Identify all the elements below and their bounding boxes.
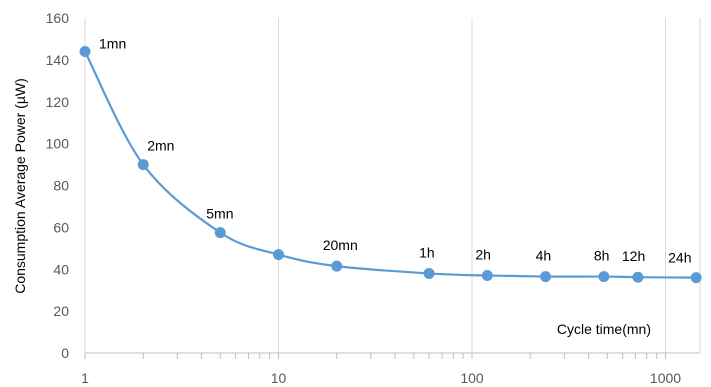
y-tick-label: 0 xyxy=(61,345,69,361)
data-point xyxy=(690,272,702,284)
point-labels: 1mn 2mn 5mn 20mn 1h 2h 4h 8h 12h 24h xyxy=(99,36,692,266)
data-label: 24h xyxy=(668,250,691,266)
x-tick-label: 10 xyxy=(271,370,287,386)
y-axis-title: Consumption Average Power (µW) xyxy=(12,78,28,294)
x-tick-label: 1000 xyxy=(650,370,681,386)
data-point xyxy=(540,271,552,283)
data-point xyxy=(598,271,610,283)
data-point xyxy=(214,227,226,239)
data-label: 20mn xyxy=(323,237,358,253)
y-tick-label: 80 xyxy=(53,178,69,194)
data-point xyxy=(273,249,284,261)
data-label: 4h xyxy=(536,248,552,264)
data-label: 5mn xyxy=(206,206,233,222)
x-tick-label: 100 xyxy=(460,370,484,386)
data-label: 1mn xyxy=(99,36,126,52)
data-point xyxy=(79,46,91,57)
data-label: 1h xyxy=(419,244,435,260)
y-tick-label: 120 xyxy=(46,94,70,110)
data-label: 12h xyxy=(622,248,645,264)
y-tick-label: 60 xyxy=(53,219,69,235)
y-tick-label: 40 xyxy=(53,261,69,277)
data-point xyxy=(137,159,149,171)
y-tick-label: 160 xyxy=(46,10,70,26)
data-point xyxy=(632,271,644,283)
data-point xyxy=(481,270,493,282)
chart-grid xyxy=(84,18,701,353)
chart-axes: 0 20 40 60 80 100 120 140 160 1 10 100 1000 xyxy=(46,10,700,386)
x-tick-label: 1 xyxy=(81,370,89,386)
data-point xyxy=(423,267,435,279)
data-label: 8h xyxy=(594,248,610,264)
y-tick-label: 20 xyxy=(53,303,69,319)
data-label: 2h xyxy=(475,247,491,263)
y-tick-label: 100 xyxy=(46,136,70,152)
x-axis-title: Cycle time(mn) xyxy=(557,321,651,337)
series-line xyxy=(84,50,697,279)
y-tick-label: 140 xyxy=(46,52,70,68)
data-label: 2mn xyxy=(147,138,174,154)
data-series xyxy=(79,46,702,284)
data-point xyxy=(331,260,343,272)
